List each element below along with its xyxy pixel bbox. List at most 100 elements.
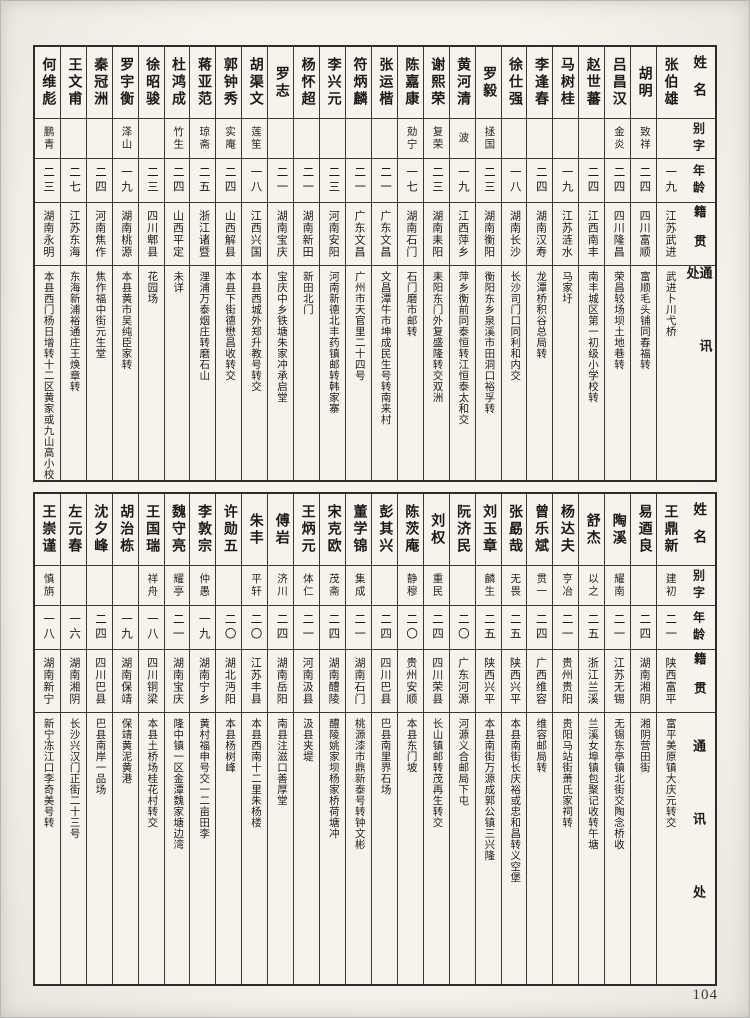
person-column: 刘权 重民 二四 四川荣县 长山镇邮转茂再生转交 <box>422 494 449 984</box>
header-age: 年龄 <box>682 159 715 203</box>
name-cell: 胡治栋 <box>112 494 138 566</box>
name-cell: 吕昌汉 <box>605 47 631 119</box>
alias-cell <box>320 119 346 159</box>
header-column: 姓名 别字 年龄 籍贯 通讯处 <box>682 47 715 480</box>
person-column: 王国瑞 祥舟 一八 四川铜梁 本县土桥场桂花村转交 <box>137 494 164 984</box>
address-cell: 本县下街德懋昌收转交 <box>224 271 236 381</box>
address-cell: 东海新浦裕通庄王焕章转 <box>68 271 80 392</box>
age-cell: 二四 <box>320 606 346 650</box>
person-column: 蒋亚范 琼斋 二五 浙江诸暨 浬浦万泰烟庄转磨石山 <box>189 47 216 480</box>
address-cell: 本县南街万源成郭公镇三兴隆 <box>483 718 495 861</box>
address-cell: 浬浦万泰烟庄转磨石山 <box>198 271 210 381</box>
name-cell: 张伯雄 <box>657 47 682 119</box>
origin-cell: 江苏无锡 <box>605 650 631 713</box>
origin-cell: 广东文昌 <box>371 203 397 266</box>
age-cell: 二一 <box>346 606 371 650</box>
name-cell: 王国瑞 <box>138 494 164 566</box>
age-cell: 二一 <box>268 159 294 203</box>
alias-cell: 勀宁 <box>397 119 423 159</box>
origin-cell: 湖南醴陵 <box>320 650 346 713</box>
person-column: 舒杰 以之 二五 浙江兰溪 兰溪女埠镇包聚记收转午塘 <box>578 494 605 984</box>
age-cell: 一八 <box>34 606 60 650</box>
address-cell: 无锡东亭镇北街交陶念桥收 <box>612 718 624 850</box>
name-cell: 曾乐斌 <box>527 494 553 566</box>
alias-cell: 集成 <box>346 566 371 606</box>
age-cell: 二五 <box>501 606 527 650</box>
age-cell: 二〇 <box>449 606 475 650</box>
origin-cell: 湖南桃源 <box>112 203 138 266</box>
address-cell: 本县西南十二里朱杨楼 <box>250 718 262 828</box>
age-cell: 二四 <box>605 159 631 203</box>
origin-cell: 贵州安顺 <box>397 650 423 713</box>
person-column: 徐昭骏 二三 四川郫县 花园场 <box>137 47 164 480</box>
origin-cell: 四川富顺 <box>631 203 657 266</box>
person-column: 张勗哉 无畏 二五 陕西兴平 本县南街长庆裕或忠和昌转义空堡 <box>500 494 527 984</box>
address-cell: 本县土桥场桂花村转交 <box>146 718 158 828</box>
age-cell: 二一 <box>605 606 631 650</box>
alias-cell: 致祥 <box>631 119 657 159</box>
address-cell: 隆中镇一区金潭魏家塘边湾 <box>172 718 184 850</box>
origin-cell: 湖南永明 <box>34 203 60 266</box>
age-cell: 二四 <box>579 159 605 203</box>
name-cell: 秦冠洲 <box>86 47 112 119</box>
address-cell: 马家圩 <box>561 271 573 304</box>
origin-cell: 湖北沔阳 <box>216 650 242 713</box>
address-cell: 龙潭桥积谷总局转 <box>535 271 547 359</box>
address-cell: 贵阳马站街萧氏家祠转 <box>561 718 573 828</box>
name-cell: 王文甫 <box>60 47 86 119</box>
age-cell: 二四 <box>86 606 112 650</box>
person-column: 王鼎新 建初 二一 陕西富平 富平美原镇大庆元转交 <box>656 494 682 984</box>
name-cell: 何维彪 <box>34 47 60 119</box>
alias-cell: 慎旃 <box>34 566 60 606</box>
address-cell: 长沙兴汉门正街二十三号 <box>68 718 80 839</box>
address-cell: 本县西门杨日增转十二区黄家或九山高小校 <box>42 271 54 480</box>
header-origin: 籍贯 <box>682 203 715 266</box>
address-cell: 本县黄市吴纯臣家转 <box>120 271 132 370</box>
header-column: 姓名 别字 年龄 籍贯 通讯处 <box>682 494 715 984</box>
name-cell: 杨达夫 <box>553 494 579 566</box>
address-cell: 衡阳东乡泉溪市田洞口裕孚转 <box>483 271 495 414</box>
age-cell: 一九 <box>553 159 579 203</box>
name-cell: 杨怀超 <box>294 47 320 119</box>
name-cell: 李兴元 <box>320 47 346 119</box>
person-column: 许勋五 二〇 湖北沔阳 本县杨树峰 <box>215 494 242 984</box>
person-column: 符炳麟 二一 广东文昌 广州市天官里二十四号 <box>345 47 371 480</box>
age-cell: 二四 <box>631 606 657 650</box>
origin-cell: 山西平定 <box>164 203 190 266</box>
address-cell: 醴陵姚家坝杨家桥荷塘冲 <box>327 718 339 839</box>
origin-cell: 四川郫县 <box>138 203 164 266</box>
name-cell: 赵世蕃 <box>579 47 605 119</box>
origin-cell: 广东河源 <box>449 650 475 713</box>
origin-cell: 浙江诸暨 <box>190 203 216 266</box>
age-cell: 二一 <box>294 159 320 203</box>
address-cell: 未详 <box>172 271 184 293</box>
name-cell: 谢熙荣 <box>423 47 449 119</box>
address-cell: 宝庆中乡铁塘朱家冲承启堂 <box>275 271 287 403</box>
name-cell: 罗毅 <box>475 47 501 119</box>
origin-cell: 江苏涟水 <box>553 203 579 266</box>
page-number: 104 <box>692 987 718 1003</box>
address-cell: 荣昌较场坝土地巷转 <box>612 271 624 370</box>
person-column: 何维彪 鹏青 二三 湖南永明 本县西门杨日增转十二区黄家或九山高小校 <box>34 47 60 480</box>
address-cell: 石门磨市邮转 <box>405 271 417 337</box>
alias-cell <box>449 566 475 606</box>
person-column: 陶溪 耀南 二一 江苏无锡 无锡东亭镇北街交陶念桥收 <box>604 494 631 984</box>
header-name: 姓名 <box>682 47 715 119</box>
address-cell: 南县注滋口善厚堂 <box>275 718 287 806</box>
person-column: 陈嘉康 勀宁 一七 湖南石门 石门磨市邮转 <box>396 47 423 480</box>
age-cell: 二四 <box>164 159 190 203</box>
name-cell: 沈夕峰 <box>86 494 112 566</box>
person-column: 杨达夫 亨冶 二一 贵州贵阳 贵阳马站街萧氏家祠转 <box>552 494 579 984</box>
age-cell: 二一 <box>371 159 397 203</box>
address-cell: 萍乡衡前同泰恒转江恒泰太和交 <box>457 271 469 425</box>
origin-cell: 四川隆昌 <box>605 203 631 266</box>
address-cell: 长山镇邮转茂再生转交 <box>431 718 443 828</box>
age-cell: 二一 <box>346 159 371 203</box>
name-cell: 罗宇衡 <box>112 47 138 119</box>
origin-cell: 广西维容 <box>527 650 553 713</box>
header-origin: 籍贯 <box>682 650 715 713</box>
age-cell: 二〇 <box>216 606 242 650</box>
age-cell: 二三 <box>320 159 346 203</box>
alias-cell: 莲笙 <box>242 119 268 159</box>
origin-cell: 湖南衡阳 <box>475 203 501 266</box>
